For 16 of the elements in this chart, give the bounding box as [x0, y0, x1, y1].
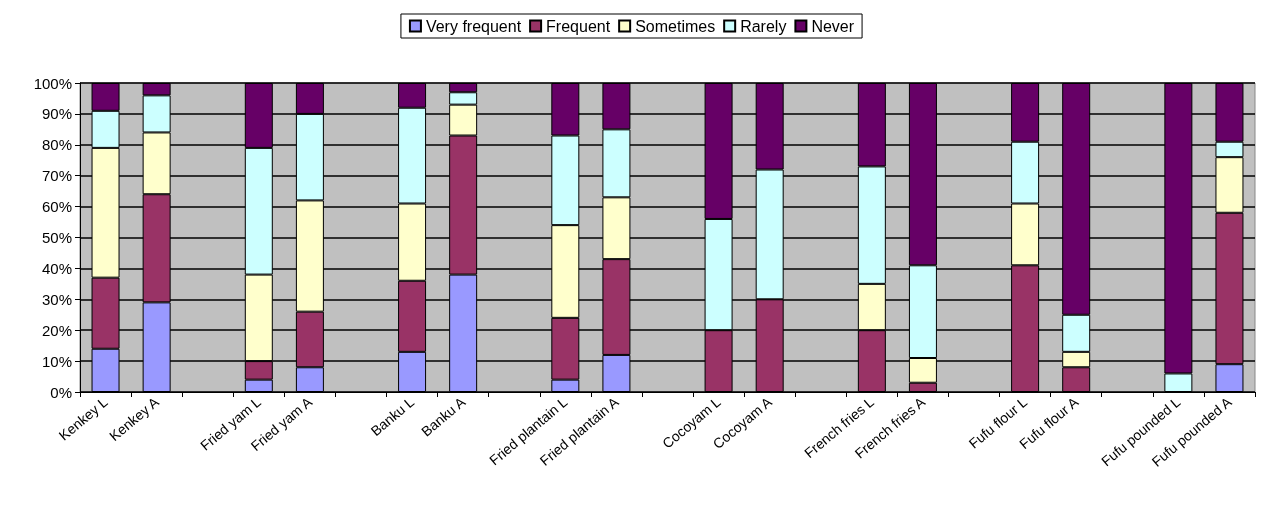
y-tick-label: 10%: [41, 352, 72, 370]
y-tick-label: 30%: [41, 290, 72, 308]
y-tick-label: 50%: [41, 229, 72, 246]
legend-label: Frequent: [546, 17, 611, 35]
y-tick-label: 70%: [41, 167, 72, 185]
legend-label: Never: [811, 17, 855, 35]
y-tick-label: 20%: [41, 321, 72, 339]
y-tick-label: 0%: [50, 383, 72, 401]
legend-label: Rarely: [740, 17, 787, 35]
y-tick-label: 90%: [41, 105, 72, 123]
y-tick-label: 60%: [41, 198, 72, 216]
y-tick-label: 100%: [33, 74, 72, 92]
y-tick-label: 40%: [41, 259, 72, 277]
legend-label: Very frequent: [425, 17, 522, 35]
legend-label: Sometimes: [635, 17, 716, 35]
y-tick-label: 80%: [41, 136, 72, 154]
